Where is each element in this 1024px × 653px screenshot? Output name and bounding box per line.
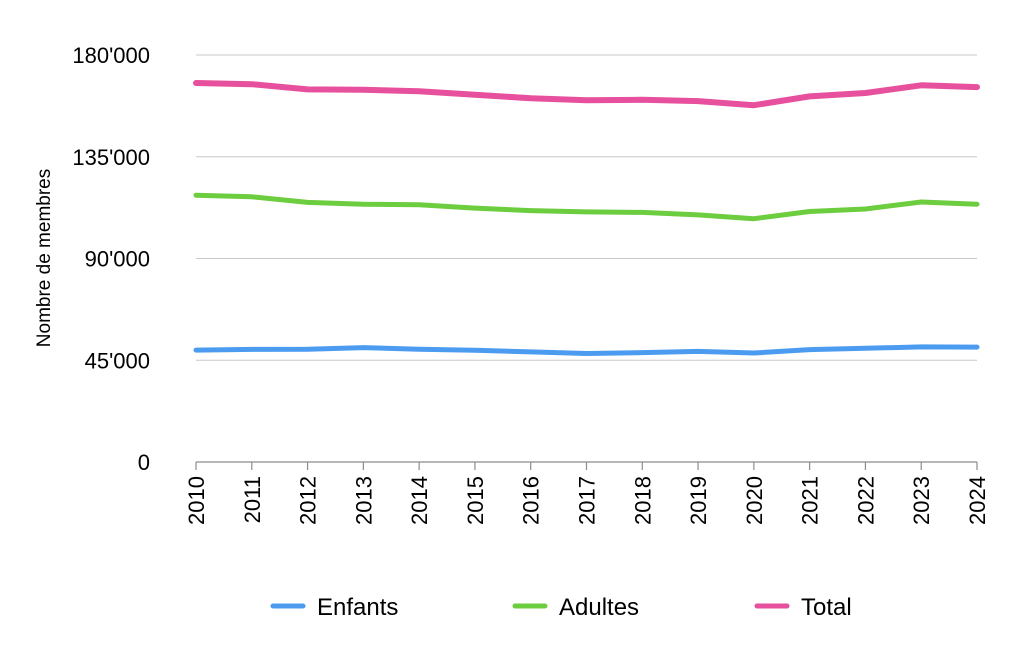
legend-label: Adultes bbox=[559, 594, 639, 621]
x-tick-label: 2014 bbox=[407, 476, 432, 525]
x-tick-label: 2017 bbox=[575, 476, 600, 525]
y-axis-title: Nombre de membres bbox=[34, 169, 55, 347]
x-tick-label: 2020 bbox=[742, 476, 767, 525]
x-tick-label: 2013 bbox=[351, 476, 376, 525]
x-tick-label: 2024 bbox=[965, 476, 990, 525]
y-tick-label: 45'000 bbox=[85, 348, 150, 373]
legend-label: Total bbox=[801, 594, 852, 621]
legend-item-enfants: Enfants bbox=[270, 594, 398, 621]
x-tick-label: 2018 bbox=[630, 476, 655, 525]
x-tick-label: 2023 bbox=[909, 476, 934, 525]
x-tick-label: 2015 bbox=[463, 476, 488, 525]
y-tick-label: 135'000 bbox=[72, 145, 150, 170]
x-axis-ticks: 2010 2011 2012 2013 2014 2015 2016 2017 2018 2019… bbox=[184, 462, 990, 525]
series-line-enfants bbox=[193, 344, 980, 356]
legend-item-adultes: Adultes bbox=[512, 594, 639, 621]
x-tick-label: 2012 bbox=[296, 476, 321, 525]
x-tick-label: 2011 bbox=[240, 476, 265, 523]
y-tick-label: 90'000 bbox=[85, 247, 150, 272]
y-axis-ticks: 0 45'000 90'000 135'000 180'000 bbox=[72, 43, 150, 475]
x-tick-label: 2019 bbox=[686, 476, 711, 525]
x-tick-label: 2016 bbox=[519, 476, 544, 525]
legend-item-total: Total bbox=[754, 594, 852, 621]
x-tick-label: 2021 bbox=[798, 476, 823, 525]
series-line-adultes bbox=[193, 192, 980, 222]
legend: Enfants Adultes Total bbox=[270, 594, 852, 621]
y-tick-label: 180'000 bbox=[72, 43, 150, 68]
gridlines bbox=[196, 54, 977, 361]
series-line-total bbox=[193, 80, 980, 109]
y-tick-label: 0 bbox=[138, 450, 150, 475]
x-tick-label: 2022 bbox=[853, 476, 878, 525]
series-lines bbox=[193, 80, 980, 356]
x-tick-label: 2010 bbox=[184, 476, 209, 525]
legend-label: Enfants bbox=[317, 594, 398, 621]
